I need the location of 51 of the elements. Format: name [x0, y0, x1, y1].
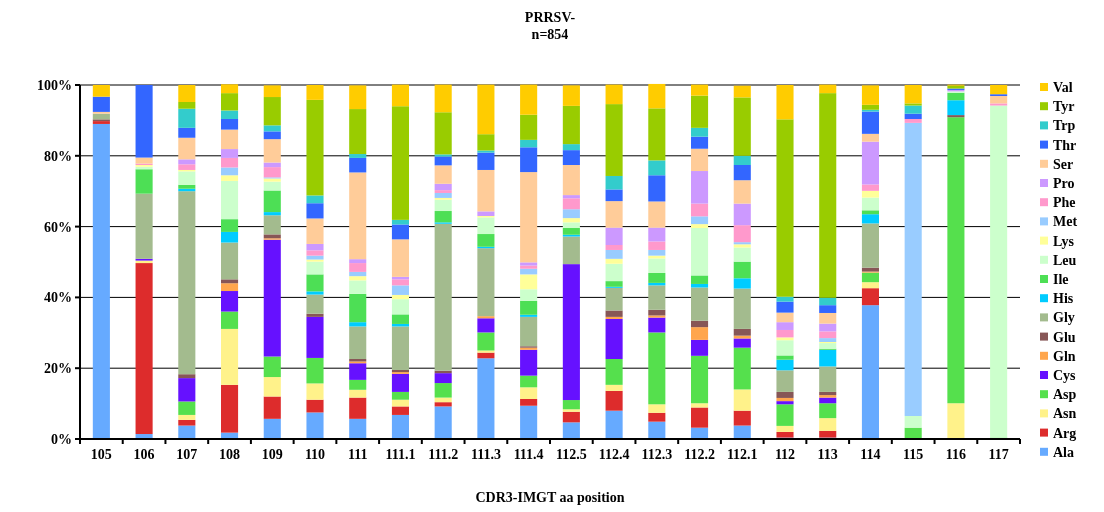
- legend-label: Asn: [1053, 406, 1077, 422]
- x-tick-label: 112.2: [684, 447, 715, 462]
- legend-label: Trp: [1053, 118, 1076, 134]
- legend-label: Arg: [1053, 425, 1077, 441]
- x-tick-label: 108: [219, 447, 241, 462]
- legend-label: Tyr: [1053, 99, 1075, 115]
- legend-label: Ala: [1053, 444, 1074, 460]
- legend-label: Glu: [1053, 329, 1076, 345]
- y-tick-label: 40%: [44, 290, 72, 306]
- y-tick-label: 80%: [44, 148, 72, 164]
- x-tick-label: 117: [988, 447, 1009, 462]
- legend-label: Gly: [1053, 310, 1075, 326]
- legend-label: Asp: [1053, 387, 1077, 403]
- x-tick-label: 106: [133, 447, 155, 462]
- legend-label: Pro: [1053, 175, 1075, 191]
- x-tick-label: 111.2: [428, 447, 459, 462]
- legend-label: Ile: [1053, 271, 1069, 287]
- legend-label: Thr: [1053, 137, 1077, 153]
- x-tick-label: 109: [261, 447, 283, 462]
- x-tick-label: 113: [817, 447, 838, 462]
- x-tick-label: 112.5: [556, 447, 587, 462]
- legend-label: Met: [1053, 214, 1078, 230]
- x-tick-label: 112.1: [726, 447, 758, 462]
- y-tick-label: 20%: [44, 361, 72, 377]
- y-tick-label: 60%: [44, 219, 72, 235]
- x-tick-label: 114: [860, 447, 881, 462]
- chart-title: PRRSV-: [524, 10, 576, 25]
- x-tick-label: 115: [903, 447, 924, 462]
- x-tick-label: 112.4: [598, 447, 630, 462]
- legend-label: Ser: [1053, 156, 1074, 172]
- x-tick-label: 111.4: [513, 447, 544, 462]
- y-tick-label: 100%: [37, 77, 72, 93]
- x-tick-label: 107: [176, 447, 198, 462]
- x-tick-label: 105: [90, 447, 112, 462]
- legend-label: Cys: [1053, 367, 1077, 383]
- x-axis-title: CDR3-IMGT aa position: [475, 490, 625, 505]
- chart-subtitle: n=854: [531, 27, 569, 42]
- x-tick-label: 112: [774, 447, 796, 462]
- legend-label: His: [1053, 291, 1074, 307]
- x-tick-label: 116: [945, 447, 967, 462]
- x-tick-label: 111.3: [470, 447, 501, 462]
- legend-label: Leu: [1053, 252, 1077, 268]
- legend-label: Gln: [1053, 348, 1076, 364]
- legend-label: Phe: [1053, 195, 1076, 211]
- legend-label: Lys: [1053, 233, 1075, 249]
- x-tick-label: 112.3: [641, 447, 673, 462]
- x-tick-label: 110: [304, 447, 326, 462]
- x-tick-label: 111: [347, 447, 368, 462]
- x-tick-label: 111.1: [385, 447, 416, 462]
- legend-label: Val: [1053, 79, 1073, 95]
- y-tick-label: 0%: [51, 431, 72, 447]
